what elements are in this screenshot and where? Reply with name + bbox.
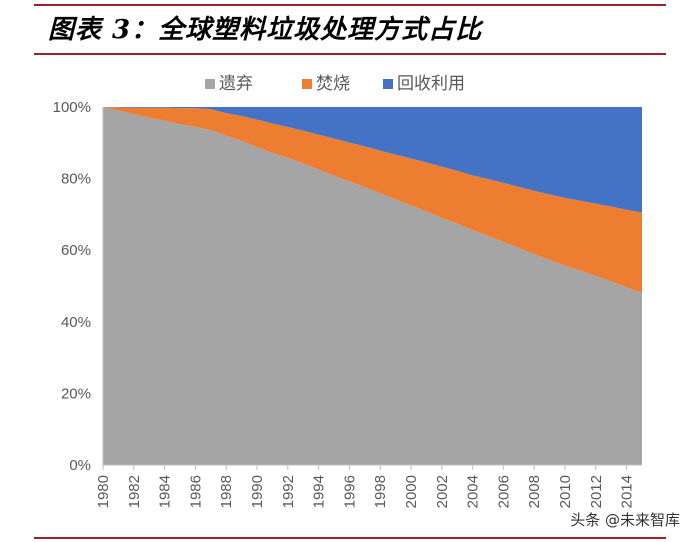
y-tick-label: 60% (61, 242, 91, 259)
x-tick-label: 1992 (280, 475, 297, 508)
x-tick-label: 2012 (588, 475, 605, 508)
watermark: 头条 @未来智库 (568, 509, 682, 530)
legend-label: 回收利用 (397, 74, 465, 94)
x-tick-label: 1980 (95, 475, 112, 508)
x-tick-label: 1982 (126, 475, 143, 508)
x-tick-label: 2004 (465, 475, 482, 508)
x-tick-label: 2002 (434, 475, 451, 508)
legend-swatch (205, 79, 215, 89)
x-tick-label: 2006 (495, 475, 512, 508)
y-tick-label: 80% (61, 171, 91, 188)
legend-swatch (302, 79, 312, 89)
x-tick-label: 1998 (372, 475, 389, 508)
y-tick-label: 40% (61, 314, 91, 331)
x-tick-label: 1984 (157, 475, 174, 508)
x-tick-label: 1990 (249, 475, 266, 508)
legend-label: 遗弃 (219, 74, 253, 94)
area-discarded (103, 107, 642, 465)
bottom-rule (34, 537, 666, 539)
x-tick-label: 2014 (619, 475, 636, 508)
legend-label: 焚烧 (316, 74, 350, 94)
x-tick-label: 1994 (311, 475, 328, 508)
title-rule (34, 53, 666, 55)
figure-title: 图表 3：全球塑料垃圾处理方式占比 (48, 15, 483, 45)
legend-swatch (383, 79, 393, 89)
y-tick-label: 100% (53, 99, 91, 116)
x-tick-label: 2008 (526, 475, 543, 508)
x-tick-label: 2010 (557, 475, 574, 508)
y-tick-label: 0% (69, 457, 91, 474)
x-tick-label: 2000 (403, 475, 420, 508)
x-tick-label: 1988 (218, 475, 235, 508)
x-tick-label: 1986 (187, 475, 204, 508)
top-rule (34, 4, 666, 6)
area-incinerated (103, 107, 642, 294)
area-recycled (103, 107, 642, 213)
y-tick-label: 20% (61, 385, 91, 402)
x-tick-label: 1996 (341, 475, 358, 508)
